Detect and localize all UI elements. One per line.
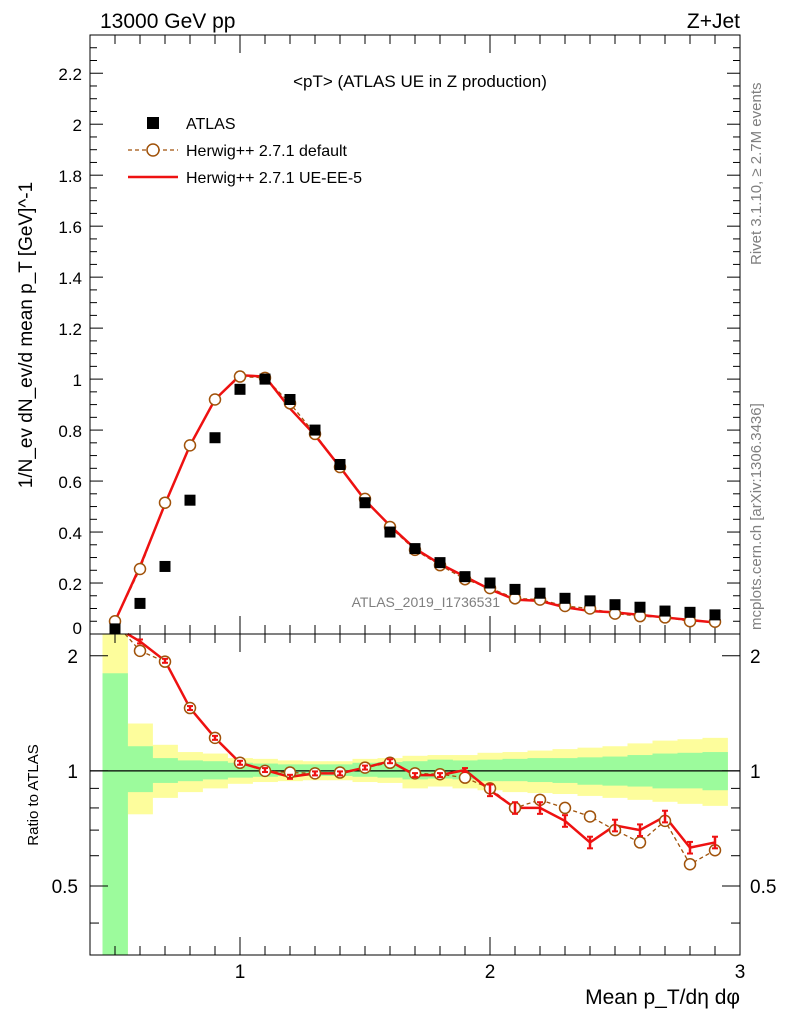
y-tick-label: 2	[73, 116, 82, 135]
data-point-atlas	[209, 432, 221, 444]
data-point-atlas	[484, 577, 496, 589]
main-panel: 0 0.2 0.4 0.6 0.8 1 1.2 1.4 1.6 1.8 2 2.2 <pT> (ATL…	[16, 34, 741, 638]
data-point-atlas	[284, 393, 296, 405]
data-point-atlas	[309, 424, 321, 436]
y-tick-label: 0.4	[58, 524, 82, 543]
data-point-atlas	[709, 609, 721, 621]
data-point-atlas	[184, 494, 196, 506]
data-point-atlas	[659, 605, 671, 617]
ratio-band-inner	[527, 758, 553, 783]
x-axis-label: Mean p_T/dη dφ	[585, 986, 740, 1009]
data-point-atlas	[234, 383, 246, 395]
series-line-default	[114, 375, 716, 623]
data-point-atlas	[584, 595, 596, 607]
ratio-point-default	[633, 836, 647, 849]
ratio-y-tick-label-right: 1	[750, 762, 761, 783]
data-point-default	[133, 562, 147, 576]
data-point-atlas	[684, 606, 696, 618]
data-point-atlas	[559, 592, 571, 604]
data-point-atlas	[409, 543, 421, 555]
series-line-ueee5	[113, 374, 716, 624]
y-tick-label: 0	[73, 619, 82, 638]
data-point-atlas	[509, 583, 521, 595]
data-point-default	[183, 439, 197, 452]
main-plot-layer: 0 0.2 0.4 0.6 0.8 1 1.2 1.4 1.6 1.8 2 2.2	[58, 34, 740, 638]
y-tick-label: 0.8	[58, 422, 82, 441]
main-y-axis-label: 1/N_ev dN_ev/d mean p_T [GeV]^-1	[16, 182, 37, 488]
ratio-y-axis-label: Ratio to ATLAS	[25, 744, 42, 845]
ratio-panel: 0.5 0.5 1 1 2 2 1 2 3 Ratio to ATLAS Mean p_T/dη…	[25, 632, 776, 1009]
y-tick-label: 0.6	[58, 473, 82, 492]
y-tick-label: 1.4	[58, 269, 82, 288]
data-point-atlas	[459, 571, 471, 583]
data-point-atlas	[159, 560, 171, 572]
y-tick-label: 1.2	[58, 320, 82, 339]
ratio-band-inner	[102, 673, 128, 955]
header-right: Z+Jet	[687, 10, 740, 33]
y-tick-label: 1.6	[58, 218, 82, 237]
data-point-default	[233, 370, 247, 383]
legend-label-ueee5: Herwig++ 2.7.1 UE-EE-5	[186, 170, 362, 187]
x-tick-label: 1	[235, 962, 246, 983]
ratio-point-default	[683, 857, 697, 871]
data-point-default	[158, 496, 172, 509]
y-tick-label: 0.2	[58, 575, 82, 594]
ratio-y-tick-label: 1	[67, 762, 78, 783]
ratio-band-inner	[227, 762, 253, 778]
ratio-point-default	[458, 771, 472, 784]
data-point-atlas	[609, 599, 621, 611]
analysis-id: ATLAS_2019_I1736531	[352, 594, 501, 610]
data-point-atlas	[109, 623, 121, 635]
ratio-panel-frame	[89, 633, 741, 956]
ratio-y-tick-label: 0.5	[52, 877, 78, 898]
data-point-atlas	[259, 373, 271, 385]
ratio-plot-layer: 0.5 0.5 1 1 2 2 1 2 3	[52, 632, 776, 983]
plot-title: <pT> (ATLAS UE in Z production)	[293, 72, 547, 91]
ratio-point-default	[133, 644, 147, 658]
ratio-line-default-lead	[124, 633, 141, 652]
ratio-y-tick-label: 2	[67, 647, 78, 668]
y-tick-label: 1.8	[58, 167, 82, 186]
legend-marker-default	[146, 143, 160, 157]
legend-label-default: Herwig++ 2.7.1 default	[186, 143, 348, 160]
header-left: 13000 GeV pp	[100, 10, 235, 33]
y-tick-label: 1	[73, 371, 82, 390]
legend: ATLAS Herwig++ 2.7.1 default Herwig++ 2.…	[128, 116, 362, 187]
ratio-y-tick-label-right: 0.5	[750, 877, 776, 898]
data-point-atlas	[634, 601, 646, 613]
rivet-label: Rivet 3.1.10, ≥ 2.7M events	[748, 83, 765, 266]
data-point-atlas	[134, 597, 146, 609]
data-point-atlas	[534, 587, 546, 599]
x-tick-label: 2	[485, 962, 496, 983]
data-point-atlas	[359, 497, 371, 509]
data-point-default	[208, 393, 222, 406]
ratio-y-tick-label-right: 2	[750, 647, 761, 668]
ratio-point-default	[558, 801, 572, 815]
legend-label-atlas: ATLAS	[186, 116, 236, 133]
data-point-atlas	[384, 526, 396, 538]
data-point-atlas	[434, 557, 446, 569]
legend-marker-atlas	[147, 117, 159, 129]
data-point-atlas	[334, 458, 346, 470]
mcplots-label: mcplots.cern.ch [arXiv:1306.3436]	[748, 403, 765, 630]
ratio-band-inner	[502, 758, 528, 782]
x-tick-label: 3	[735, 962, 746, 983]
ratio-band-inner	[127, 746, 153, 793]
ratio-point-default	[583, 810, 597, 823]
y-tick-label: 2.2	[58, 65, 82, 84]
